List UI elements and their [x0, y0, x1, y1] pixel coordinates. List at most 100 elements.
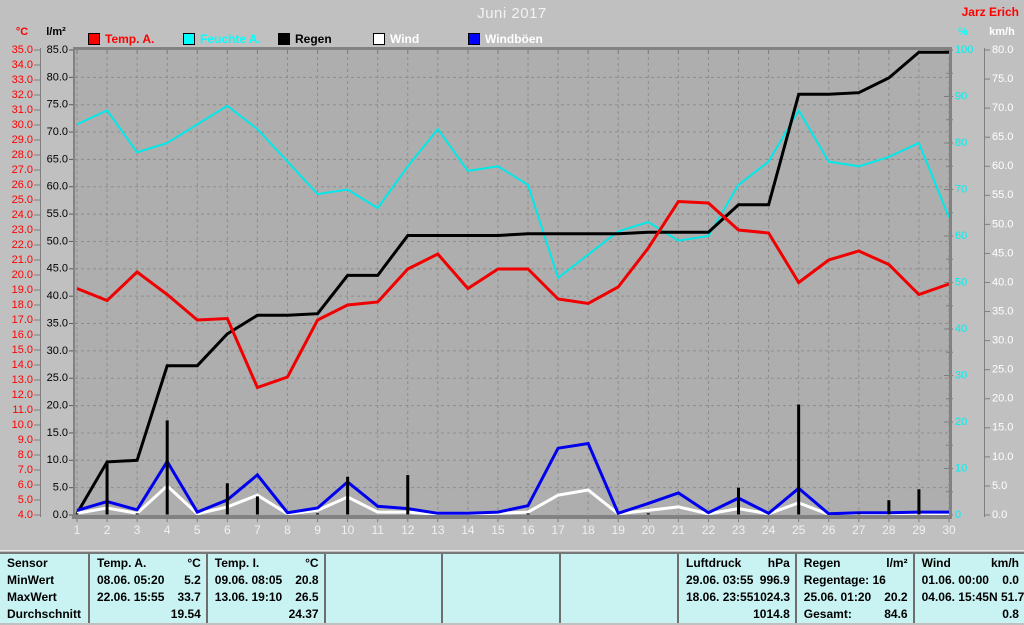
svg-text:20.0: 20.0 — [47, 399, 68, 411]
svg-text:5.0: 5.0 — [53, 482, 68, 494]
svg-text:60: 60 — [955, 230, 967, 242]
table-column-regen: Regen l/m² Regentage: 16 25.06. 01:20 20.2 Ge… — [794, 554, 913, 623]
temp-axis-header: °C — [15, 26, 29, 38]
svg-text:35.0: 35.0 — [12, 44, 33, 56]
svg-text:32.0: 32.0 — [12, 89, 33, 101]
table-cell — [561, 572, 677, 589]
svg-text:80: 80 — [955, 137, 967, 149]
svg-text:25.0: 25.0 — [992, 364, 1013, 376]
svg-text:45.0: 45.0 — [992, 247, 1013, 259]
svg-text:6: 6 — [224, 523, 231, 537]
svg-text:7: 7 — [254, 523, 261, 537]
table-column-luftdruck: Luftdruck hPa 29.06. 03:55 996.9 18.06. 23:5… — [677, 554, 795, 623]
table-cell: 24.37 — [288, 607, 319, 621]
table-cell: Regentage: 16 — [803, 573, 886, 587]
table-cell: Wind km/h — [921, 556, 1019, 570]
legend-item-regen: Regen — [278, 32, 332, 46]
svg-text:90: 90 — [955, 90, 967, 102]
table-row-label: Durchschnitt — [7, 607, 82, 621]
svg-text:4.0: 4.0 — [18, 509, 33, 521]
svg-text:7.0: 7.0 — [18, 464, 33, 476]
table-cell: Temp. I. °C — [214, 556, 319, 570]
legend-swatch-temp-a — [88, 33, 100, 45]
table-row-label: MinWert — [7, 573, 55, 587]
chart-title: Juni 2017 — [477, 5, 547, 22]
svg-text:30.0: 30.0 — [47, 345, 68, 357]
svg-text:21.0: 21.0 — [12, 254, 33, 266]
svg-text:27.0: 27.0 — [12, 164, 33, 176]
svg-text:80.0: 80.0 — [47, 71, 68, 83]
svg-text:10.0: 10.0 — [12, 419, 33, 431]
x-axis-day-labels: 1 2 3 4 5 6 7 8 9 10 11 12 13 14 15 16 17 18 19 20 21 22 23 24 2… — [74, 523, 956, 537]
table-cell: Temp. A. °C — [97, 556, 201, 570]
svg-text:13.0: 13.0 — [12, 374, 33, 386]
svg-text:17.0: 17.0 — [12, 314, 33, 326]
table-cell — [443, 572, 559, 589]
legend-label-temp-a: Temp. A. — [105, 32, 155, 46]
rain-daily-bars — [75, 404, 921, 515]
svg-text:5.0: 5.0 — [18, 494, 33, 506]
legend-label-feuchte-a: Feuchte A. — [200, 32, 261, 46]
table-cell: 0.8 — [1002, 607, 1019, 621]
svg-text:28: 28 — [882, 523, 896, 537]
attribution-label: Jarz Erich — [961, 5, 1019, 19]
table-cell — [443, 589, 559, 606]
table-cell: 29.06. 03:55 996.9 — [686, 573, 790, 587]
gusts-line — [76, 441, 949, 516]
svg-text:75.0: 75.0 — [992, 73, 1013, 85]
svg-text:30.0: 30.0 — [992, 335, 1013, 347]
table-cell: 1014.8 — [753, 607, 790, 621]
table-column-temp-a: Temp. A. °C 08.06. 05:20 5.2 22.06. 15:55 33.… — [88, 554, 206, 623]
plot-background — [74, 50, 950, 515]
svg-text:50.0: 50.0 — [47, 235, 68, 247]
svg-text:50.0: 50.0 — [992, 218, 1013, 230]
svg-text:29.0: 29.0 — [12, 134, 33, 146]
svg-text:20: 20 — [642, 523, 656, 537]
table-cell — [561, 589, 677, 606]
table-cell: 09.06. 08:05 20.8 — [214, 573, 319, 587]
temp-line — [76, 199, 950, 390]
svg-text:13: 13 — [431, 523, 445, 537]
humidity-axis-header: % — [958, 26, 968, 38]
legend-swatch-windb-en — [468, 33, 480, 45]
table-cell — [326, 589, 442, 606]
svg-text:24: 24 — [762, 523, 776, 537]
svg-text:30: 30 — [942, 523, 956, 537]
table-column-empty-2 — [323, 554, 442, 623]
svg-text:30: 30 — [955, 369, 967, 381]
table-cell: 22.06. 15:55 33.7 — [97, 590, 201, 604]
svg-text:6.0: 6.0 — [18, 479, 33, 491]
table-column-empty-4 — [559, 554, 677, 623]
svg-text:40.0: 40.0 — [992, 276, 1013, 288]
svg-text:19: 19 — [612, 523, 626, 537]
table-cell — [326, 606, 442, 623]
svg-text:34.0: 34.0 — [12, 59, 33, 71]
table-cell — [326, 555, 442, 572]
svg-text:18.0: 18.0 — [12, 299, 33, 311]
svg-text:10: 10 — [955, 462, 967, 474]
svg-text:23: 23 — [732, 523, 746, 537]
table-cell: Luftdruck hPa — [686, 556, 790, 570]
svg-text:70.0: 70.0 — [992, 102, 1013, 114]
legend-item-temp-a: Temp. A. — [88, 32, 154, 46]
svg-text:8.0: 8.0 — [18, 449, 33, 461]
svg-text:27: 27 — [852, 523, 866, 537]
table-column-temp-i: Temp. I. °C 09.06. 08:05 20.8 13.06. 19:10 26… — [205, 554, 324, 623]
humidity-line — [76, 104, 950, 280]
grid-horizontal — [75, 76, 949, 489]
svg-text:70: 70 — [955, 183, 967, 195]
table-cell: 08.06. 05:20 5.2 — [97, 573, 201, 587]
svg-text:9: 9 — [314, 523, 321, 537]
svg-text:12.0: 12.0 — [12, 389, 33, 401]
table-cell — [443, 606, 559, 623]
table-row-label: Sensor — [7, 556, 48, 570]
table-row-label: MaxWert — [7, 590, 57, 604]
table-cell: 04.06. 15:45 N 51.7 — [921, 590, 1024, 604]
table-column-wind: Wind km/h 01.06. 00:00 0.0 04.06. 15:45 N 51.… — [912, 554, 1024, 623]
svg-text:100: 100 — [955, 44, 973, 56]
table-cell: Gesamt: 84.6 — [803, 607, 908, 621]
svg-text:1: 1 — [74, 523, 81, 537]
svg-text:85.0: 85.0 — [47, 44, 68, 56]
table-cell — [561, 606, 677, 623]
svg-text:2: 2 — [104, 523, 111, 537]
